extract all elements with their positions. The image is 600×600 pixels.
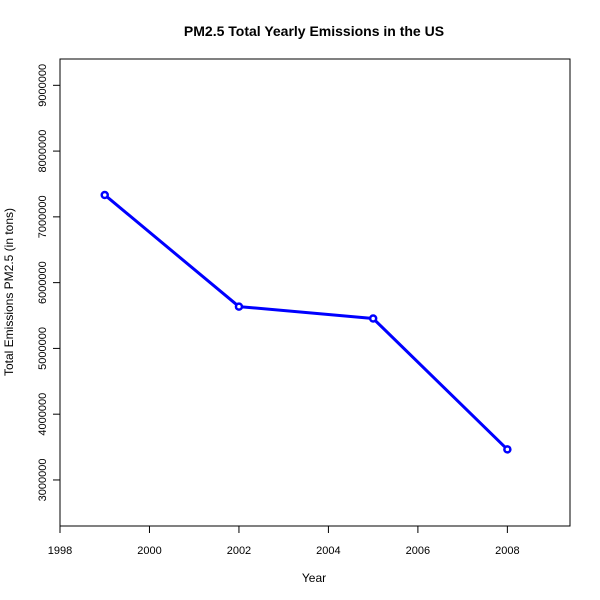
y-tick-label: 4000000 <box>37 393 49 436</box>
data-point <box>503 445 512 454</box>
y-axis-label: Total Emissions PM2.5 (in tons) <box>2 208 16 376</box>
x-tick-label: 2002 <box>227 545 251 557</box>
data-point <box>100 190 109 200</box>
y-tick-label: 6000000 <box>37 261 49 304</box>
y-tick-label: 8000000 <box>37 130 49 173</box>
chart-title: PM2.5 Total Yearly Emissions in the US <box>184 23 444 39</box>
x-tick-label: 1998 <box>48 545 72 557</box>
data-point <box>368 314 378 323</box>
x-tick-label: 2004 <box>316 545 340 557</box>
series-layer <box>100 190 512 454</box>
x-axis-label: Year <box>302 571 326 585</box>
x-tick-label: 2008 <box>495 545 519 557</box>
y-tick-label: 9000000 <box>37 64 49 107</box>
plot-frame <box>59 58 571 527</box>
x-tick-label: 2000 <box>137 545 161 557</box>
series-line <box>103 193 509 451</box>
x-axis: 1998 2000 2002 2004 2006 2008 <box>48 525 520 557</box>
y-tick-label: 7000000 <box>37 195 49 238</box>
y-tick-label: 3000000 <box>37 459 49 502</box>
y-axis: 3000000 4000000 5000000 6000000 7000000 80000… <box>37 64 61 502</box>
data-point <box>234 302 244 311</box>
y-tick-label: 5000000 <box>37 327 49 370</box>
x-tick-label: 2006 <box>406 545 430 557</box>
